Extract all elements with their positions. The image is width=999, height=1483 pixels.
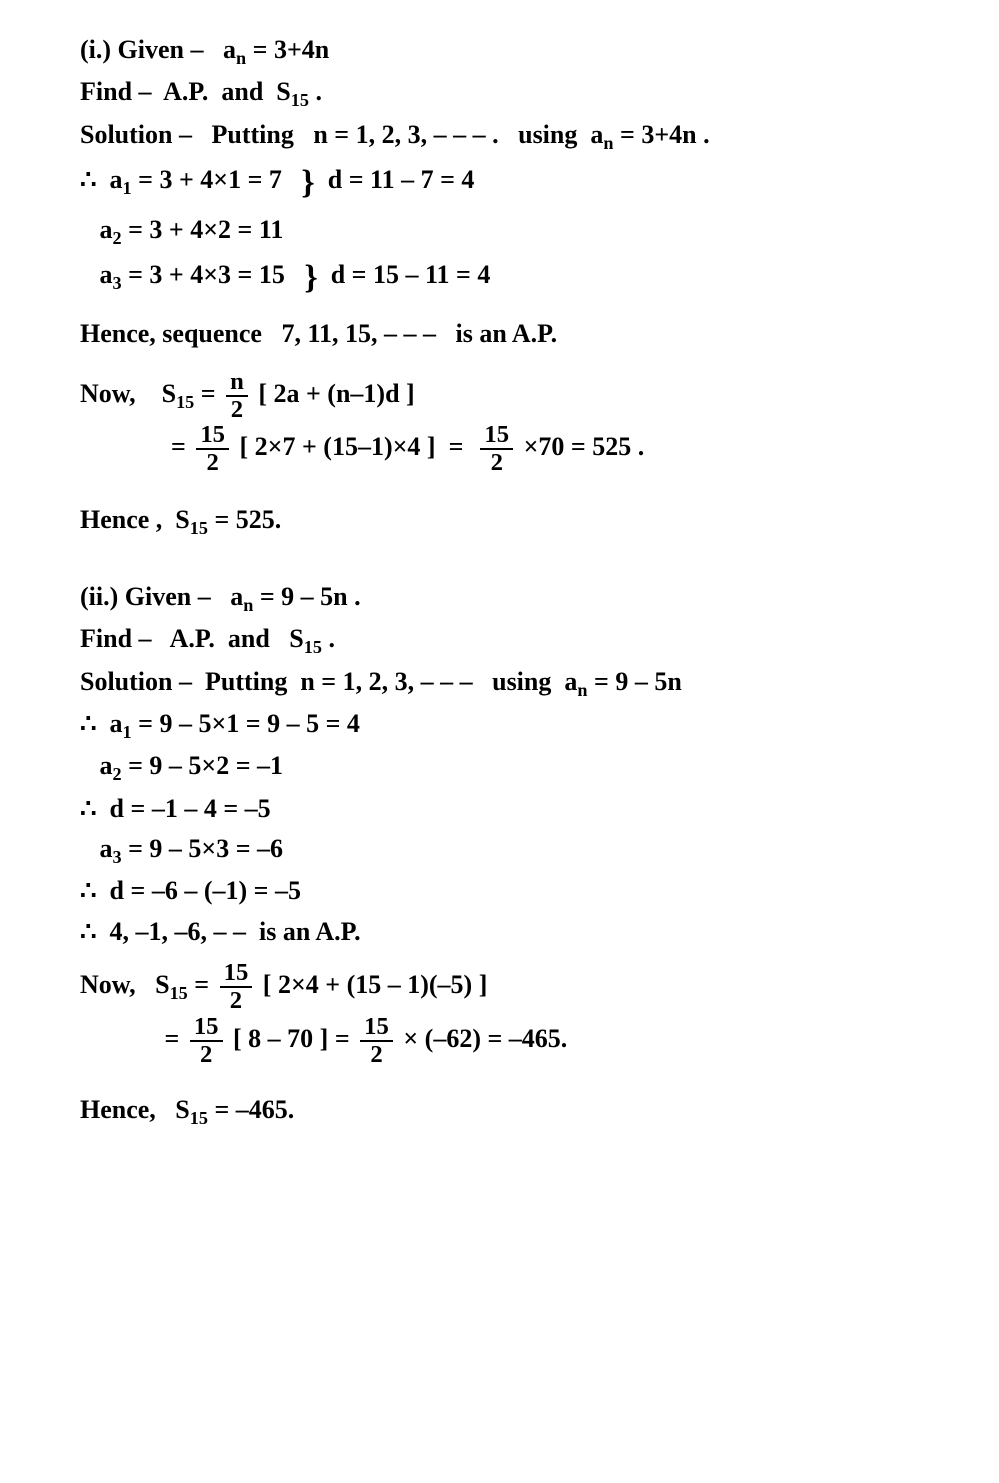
p2-given: (ii.) Given – an = 9 – 5n . [80, 577, 959, 619]
fraction: 152 [220, 960, 253, 1014]
p1-hence-ap: Hence, sequence 7, 11, 15, – – – is an A… [80, 314, 959, 354]
handwritten-math-page: (i.) Given – an = 3+4n Find – A.P. and S… [0, 0, 999, 1152]
brace-icon: } [301, 164, 314, 201]
p1-s15-formula: Now, S15 = n2 [ 2a + (n–1)d ] [80, 369, 959, 423]
p1-s15-calc: = 152 [ 2×7 + (15–1)×4 ] = 152 ×70 = 525… [80, 422, 959, 476]
p2-s15-calc: = 152 [ 8 – 70 ] = 152 × (–62) = –465. [80, 1014, 959, 1068]
p2-s15-formula: Now, S15 = 152 [ 2×4 + (15 – 1)(–5) ] [80, 960, 959, 1014]
fraction: 152 [196, 422, 229, 476]
p2-d1: ∴ d = –1 – 4 = –5 [80, 789, 959, 829]
p1-a3: a3 = 3 + 4×3 = 15 } d = 15 – 11 = 4 [80, 252, 959, 304]
p1-find: Find – A.P. and S15 . [80, 72, 959, 114]
brace-icon: } [304, 259, 317, 296]
p2-find: Find – A.P. and S15 . [80, 619, 959, 661]
p2-a2: a2 = 9 – 5×2 = –1 [80, 746, 959, 788]
p2-a3: a3 = 9 – 5×3 = –6 [80, 829, 959, 871]
p2-hence-s15: Hence, S15 = –465. [80, 1090, 959, 1132]
p2-solution-header: Solution – Putting n = 1, 2, 3, – – – us… [80, 662, 959, 704]
p1-given: (i.) Given – an = 3+4n [80, 30, 959, 72]
fraction: 152 [480, 422, 513, 476]
p2-d2: ∴ d = –6 – (–1) = –5 [80, 871, 959, 911]
fraction: n2 [226, 369, 248, 423]
p1-solution-header: Solution – Putting n = 1, 2, 3, – – – . … [80, 115, 959, 157]
fraction: 152 [190, 1014, 223, 1068]
p1-hence-s15: Hence , S15 = 525. [80, 500, 959, 542]
p2-hence-ap: ∴ 4, –1, –6, – – is an A.P. [80, 912, 959, 952]
p1-a1: ∴ a1 = 3 + 4×1 = 7 } d = 11 – 7 = 4 [80, 157, 959, 209]
p2-a1: ∴ a1 = 9 – 5×1 = 9 – 5 = 4 [80, 704, 959, 746]
p1-a2: a2 = 3 + 4×2 = 11 [80, 210, 959, 252]
fraction: 152 [360, 1014, 393, 1068]
